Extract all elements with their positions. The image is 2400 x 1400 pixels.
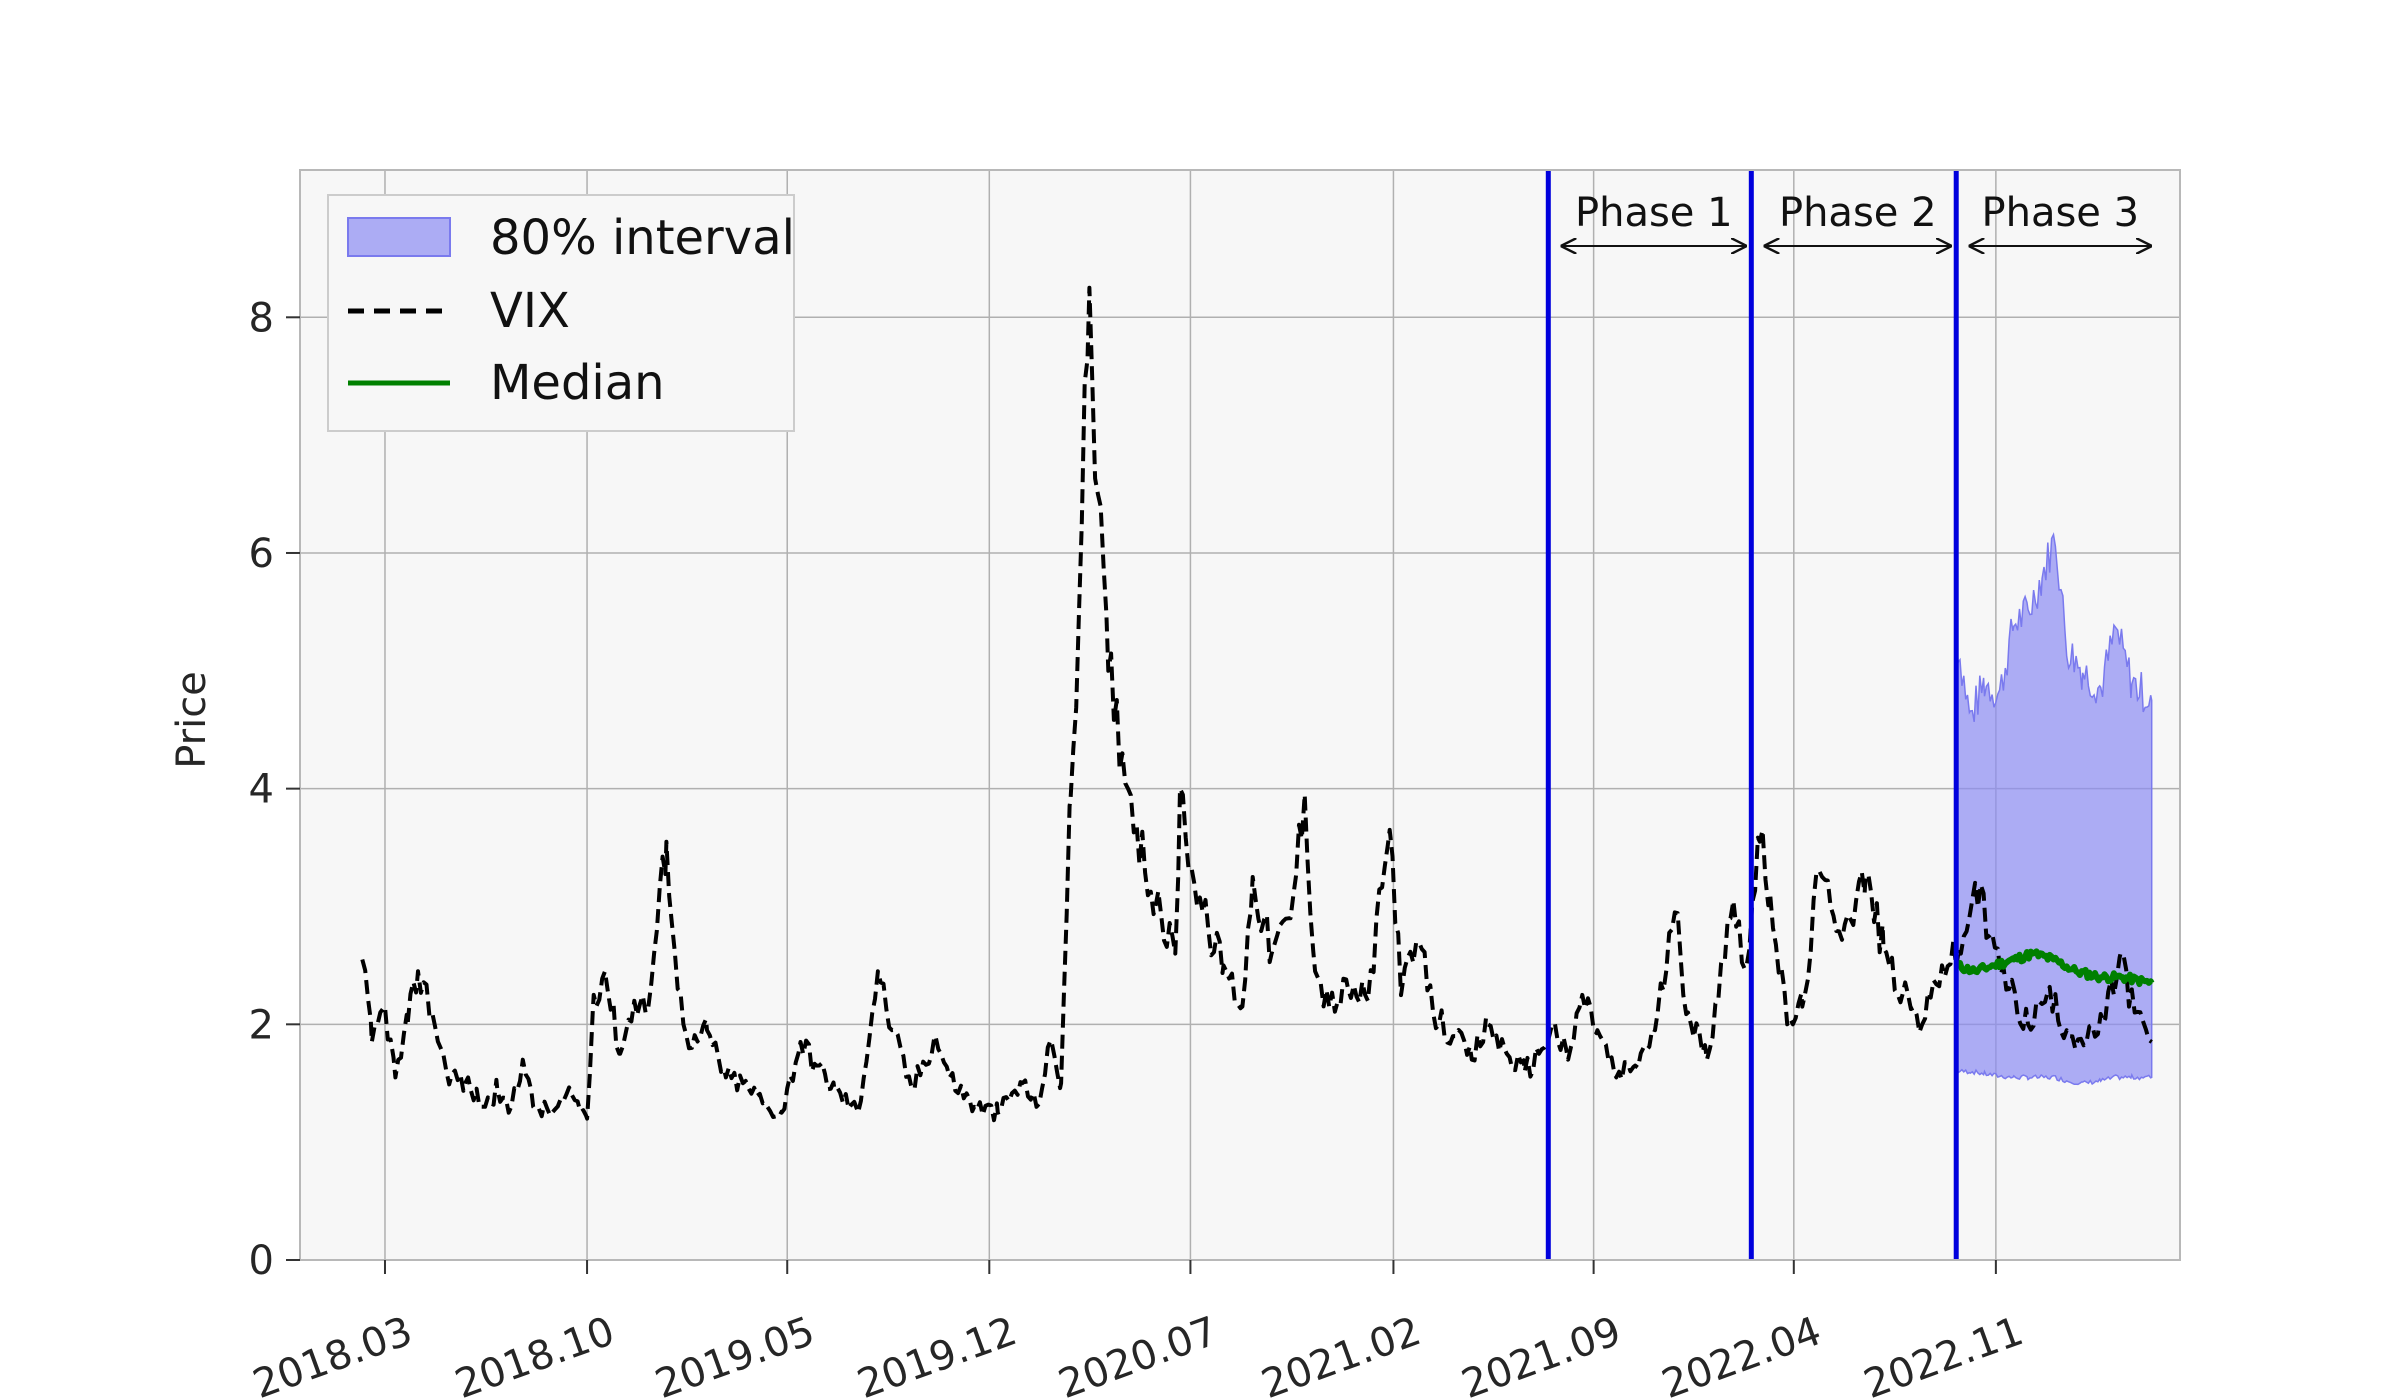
legend-median-label: Median [490, 355, 665, 411]
x-tick-label: 2022.11 [1858, 1308, 2029, 1400]
interval-band [1955, 532, 2153, 1086]
x-tick-label: 2018.10 [449, 1308, 620, 1400]
series-layer [360, 285, 2155, 1123]
x-tick-label: 2021.02 [1256, 1308, 1427, 1400]
legend-interval-label: 80% interval [490, 210, 795, 266]
phase-label: Phase 2 [1779, 190, 1937, 236]
median-line [1955, 948, 2155, 988]
x-tick-label: 2019.05 [649, 1308, 820, 1400]
interval-band-layer [1955, 532, 2153, 1086]
x-tick-label: 2022.04 [1656, 1308, 1827, 1400]
x-tick-label: 2020.07 [1053, 1308, 1224, 1400]
y-tick-label: 0 [249, 1238, 274, 1284]
x-tick-label: 2019.12 [852, 1308, 1023, 1400]
x-tick-label: 2018.03 [247, 1308, 418, 1400]
phase-label: Phase 3 [1981, 190, 2139, 236]
phase-markers: Phase 1 Phase 2 Phase 3 [1545, 170, 2150, 1260]
legend-interval-swatch [347, 217, 451, 257]
legend: 80% interval VIX Median [327, 194, 795, 432]
legend-vix-label: VIX [490, 283, 570, 339]
y-tick-label: 4 [249, 767, 274, 813]
y-tick-label: 2 [249, 1002, 274, 1048]
x-tick-label: 2021.09 [1456, 1308, 1627, 1400]
y-tick-label: 6 [249, 531, 274, 577]
phase-label: Phase 1 [1575, 190, 1733, 236]
plot-frame [299, 169, 2181, 1261]
y-axis-label: Price [169, 671, 215, 769]
y-tick-label: 8 [249, 295, 274, 341]
vix-line [360, 285, 2153, 1123]
